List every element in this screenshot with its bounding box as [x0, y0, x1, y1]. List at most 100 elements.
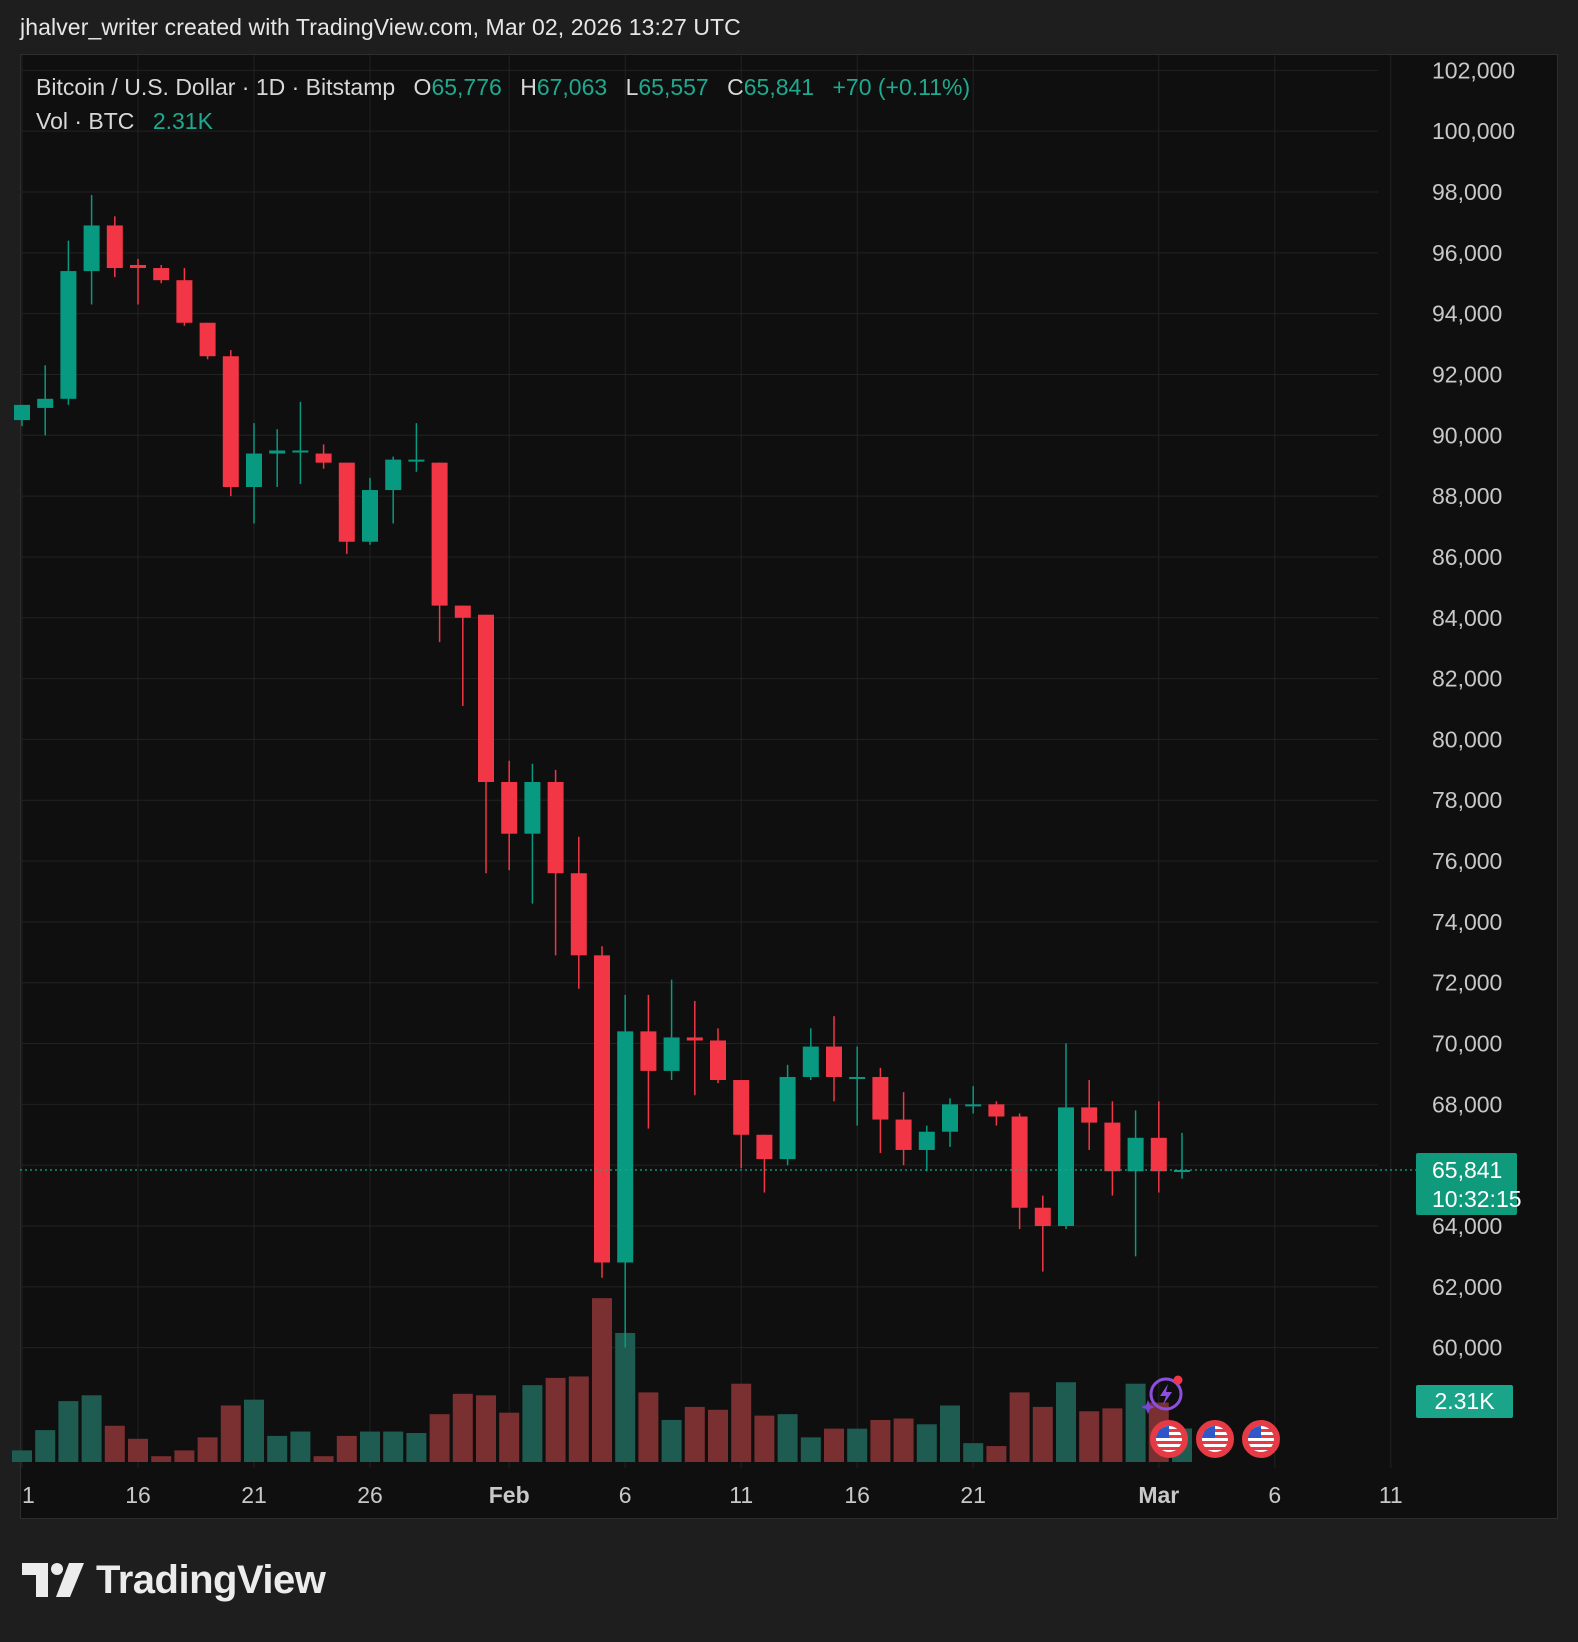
volume-bar	[290, 1431, 311, 1462]
candle-body	[663, 1037, 680, 1071]
price-axis-label: 72,000	[1432, 970, 1502, 996]
brand-name: TradingView	[96, 1557, 326, 1602]
candle-body	[246, 453, 262, 487]
time-axis-label: 6	[1268, 1482, 1281, 1508]
time-axis-label: 26	[357, 1482, 383, 1508]
volume-bar	[128, 1438, 148, 1462]
candle-body	[802, 1046, 819, 1077]
volume-bar	[1032, 1406, 1053, 1462]
volume-bar	[12, 1450, 32, 1462]
volume-bar	[220, 1405, 241, 1462]
volume-bar	[684, 1406, 705, 1462]
candle-body	[1104, 1122, 1121, 1172]
time-axis-label: 21	[241, 1482, 267, 1508]
candle-body	[1127, 1137, 1144, 1172]
candle-body	[779, 1076, 796, 1160]
volume-bar	[360, 1431, 380, 1462]
tradingview-logo[interactable]: TradingView	[22, 1557, 326, 1602]
volume-bar	[1125, 1383, 1146, 1462]
candle-body	[83, 225, 100, 272]
volume-bar	[197, 1437, 218, 1462]
candle-body	[130, 264, 146, 269]
candle-body	[942, 1104, 958, 1132]
open-value: 65,776	[431, 74, 502, 100]
candle-body	[292, 450, 309, 453]
open-label: O	[413, 74, 432, 100]
price-axis-label: 90,000	[1432, 422, 1502, 448]
volume-bar	[847, 1428, 868, 1462]
volume-bar	[522, 1385, 543, 1462]
volume-bar	[174, 1450, 195, 1462]
time-axis-label: 11	[1379, 1482, 1403, 1508]
price-axis-label: 100,000	[1432, 118, 1515, 144]
change-value: +70 (+0.11%)	[832, 74, 971, 100]
last-price-tag: 65,841 10:32:15	[1416, 1153, 1522, 1215]
price-axis-label: 96,000	[1432, 240, 1502, 266]
time-axis-label: 16	[125, 1482, 151, 1508]
price-axis-label: 64,000	[1432, 1213, 1502, 1239]
volume-bar	[800, 1437, 821, 1462]
price-axis-label: 68,000	[1432, 1091, 1502, 1117]
candle-body	[686, 1037, 703, 1041]
candle-body	[918, 1131, 935, 1150]
time-axis-label: Mar	[1138, 1482, 1179, 1508]
volume-bar	[58, 1401, 79, 1462]
price-axis-label: 92,000	[1432, 361, 1502, 387]
us-flag-icon[interactable]	[1196, 1420, 1234, 1458]
candle-body	[988, 1104, 1005, 1117]
volume-label[interactable]: Vol · BTC	[36, 108, 135, 134]
volume-bar	[661, 1419, 682, 1462]
price-axis-label: 60,000	[1432, 1335, 1502, 1361]
time-axis-label: 6	[619, 1482, 632, 1508]
candle-body	[478, 614, 494, 782]
volume-bar	[777, 1414, 798, 1462]
candle-body	[1011, 1116, 1028, 1208]
volume-bar	[151, 1456, 172, 1462]
candle-body	[222, 356, 239, 487]
candle-body	[106, 225, 123, 269]
volume-bar	[383, 1431, 404, 1462]
chart-panel[interactable]	[20, 54, 1558, 1519]
candle-body	[408, 459, 425, 462]
close-value: 65,841	[743, 74, 815, 100]
volume-bar	[1009, 1392, 1030, 1462]
last-price-value: 65,841	[1432, 1157, 1503, 1183]
volume-bar	[963, 1443, 984, 1462]
candle-body	[315, 453, 332, 463]
volume-tag: 2.31K	[1416, 1385, 1513, 1418]
lightning-event-icon[interactable]	[1140, 1372, 1184, 1416]
volume-bar	[313, 1456, 334, 1462]
volume-bar	[754, 1415, 775, 1462]
volume-bar	[615, 1332, 636, 1462]
candle-body	[1081, 1107, 1098, 1123]
volume-bar	[708, 1409, 728, 1462]
volume-bar	[638, 1392, 659, 1462]
tradingview-logo-icon	[22, 1563, 84, 1597]
volume-bar	[824, 1428, 844, 1462]
candle-body	[895, 1119, 912, 1150]
price-axis-label: 102,000	[1432, 57, 1515, 83]
price-axis-label: 98,000	[1432, 179, 1502, 205]
candle-body	[547, 781, 564, 874]
symbol-legend: Bitcoin / U.S. Dollar · 1D · Bitstamp O6…	[36, 70, 970, 138]
volume-bar	[244, 1399, 264, 1462]
volume-bar	[916, 1424, 937, 1462]
volume-bar	[104, 1425, 125, 1462]
high-label: H	[520, 74, 537, 100]
price-axis-label: 62,000	[1432, 1274, 1502, 1300]
candle-body	[733, 1080, 750, 1135]
symbol-title[interactable]: Bitcoin / U.S. Dollar · 1D · Bitstamp	[36, 74, 396, 100]
candle-body	[454, 605, 471, 618]
us-flag-icon[interactable]	[1150, 1420, 1188, 1458]
candle-body	[710, 1040, 726, 1081]
price-axis-label: 78,000	[1432, 787, 1502, 813]
price-axis-label: 80,000	[1432, 726, 1502, 752]
candle-body	[965, 1104, 982, 1107]
chart-caption: jhalver_writer created with TradingView.…	[20, 14, 741, 40]
volume-bar	[592, 1298, 612, 1462]
bar-countdown: 10:32:15	[1432, 1186, 1522, 1212]
volume-bar	[81, 1395, 102, 1462]
candle-body	[756, 1134, 773, 1160]
us-flag-icon[interactable]	[1242, 1420, 1280, 1458]
